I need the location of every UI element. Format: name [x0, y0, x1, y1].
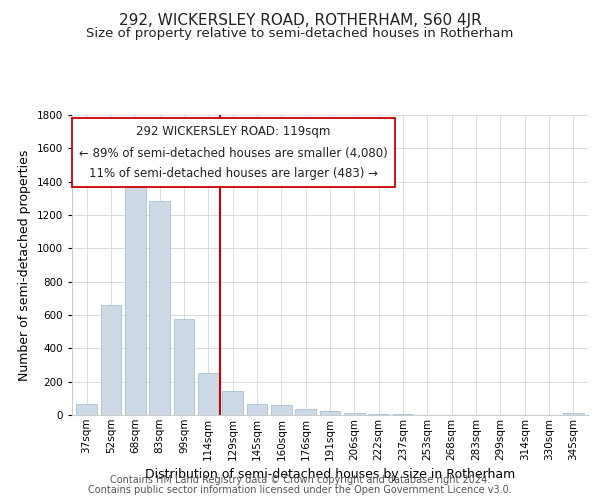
FancyBboxPatch shape: [72, 118, 395, 187]
Text: 292 WICKERSLEY ROAD: 119sqm: 292 WICKERSLEY ROAD: 119sqm: [136, 126, 331, 138]
Text: Contains HM Land Registry data © Crown copyright and database right 2024.: Contains HM Land Registry data © Crown c…: [110, 475, 490, 485]
Bar: [149, 201, 170, 415]
Bar: [101, 305, 121, 415]
Bar: [125, 179, 146, 415]
Bar: [295, 409, 316, 415]
Bar: [198, 372, 218, 415]
Text: Size of property relative to semi-detached houses in Rotherham: Size of property relative to semi-detach…: [86, 28, 514, 40]
Bar: [76, 404, 97, 415]
Bar: [222, 391, 243, 415]
Bar: [247, 404, 268, 415]
Text: Contains public sector information licensed under the Open Government Licence v3: Contains public sector information licen…: [88, 485, 512, 495]
Bar: [392, 414, 413, 415]
Bar: [344, 412, 365, 415]
Bar: [173, 319, 194, 415]
Y-axis label: Number of semi-detached properties: Number of semi-detached properties: [18, 150, 31, 380]
Text: 292, WICKERSLEY ROAD, ROTHERHAM, S60 4JR: 292, WICKERSLEY ROAD, ROTHERHAM, S60 4JR: [119, 12, 481, 28]
X-axis label: Distribution of semi-detached houses by size in Rotherham: Distribution of semi-detached houses by …: [145, 468, 515, 481]
Bar: [320, 411, 340, 415]
Text: 11% of semi-detached houses are larger (483) →: 11% of semi-detached houses are larger (…: [89, 168, 378, 180]
Bar: [417, 414, 438, 415]
Bar: [368, 414, 389, 415]
Text: ← 89% of semi-detached houses are smaller (4,080): ← 89% of semi-detached houses are smalle…: [79, 146, 388, 160]
Bar: [271, 405, 292, 415]
Bar: [563, 414, 584, 415]
